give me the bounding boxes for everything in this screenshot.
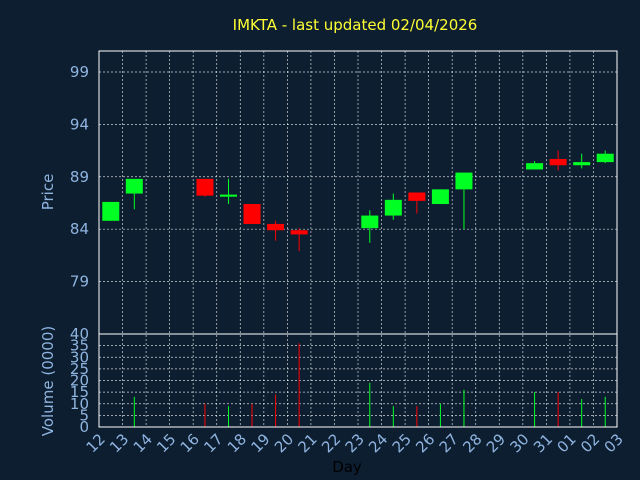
x-tick-label: 20	[271, 430, 297, 456]
candle-body	[596, 153, 614, 163]
price-tick-label: 94	[70, 115, 89, 133]
chart-title: IMKTA - last updated 02/04/2026	[233, 16, 478, 34]
volume-tick-label: 35	[70, 337, 89, 355]
volume-tick-label: 0	[79, 418, 89, 436]
x-tick-label: 03	[601, 430, 627, 456]
x-tick-label: 13	[106, 430, 132, 456]
x-tick-label: 14	[130, 430, 156, 456]
candle-body	[290, 230, 308, 235]
volume-tick-label: 15	[70, 383, 89, 401]
x-tick-label: 30	[506, 430, 532, 456]
x-tick-label: 19	[247, 430, 273, 456]
candle-body	[196, 178, 214, 196]
price-axis-label: Price	[39, 174, 57, 211]
volume-tick-label: 30	[70, 348, 89, 366]
x-tick-label: 29	[483, 430, 509, 456]
x-tick-label: 18	[224, 430, 250, 456]
x-tick-label: 17	[200, 430, 226, 456]
plot-frame	[98, 50, 618, 428]
volume-axis-label: Volume (0000)	[39, 326, 57, 436]
candle-body	[408, 192, 426, 201]
x-tick-label: 25	[389, 430, 415, 456]
x-tick-label: 02	[577, 430, 603, 456]
candle-body	[267, 223, 285, 231]
x-tick-label: 23	[342, 430, 368, 456]
candle-body	[431, 189, 449, 205]
candle-body	[455, 172, 473, 190]
candle-body	[125, 178, 143, 194]
candle-body	[549, 158, 567, 166]
x-tick-label: 01	[554, 430, 580, 456]
price-tick-label: 89	[70, 168, 89, 186]
x-tick-label: 27	[436, 430, 462, 456]
volume-tick-label: 20	[70, 372, 89, 390]
x-axis-label: Day	[332, 458, 362, 476]
price-tick-label: 79	[70, 273, 89, 291]
x-tick-label: 24	[365, 430, 391, 456]
x-tick-label: 22	[318, 430, 344, 456]
volume-tick-label: 10	[70, 395, 89, 413]
volume-tick-label: 25	[70, 360, 89, 378]
price-tick-label: 84	[70, 220, 89, 238]
candle-body	[243, 204, 261, 224]
price-tick-label: 99	[70, 63, 89, 81]
candle-body	[384, 199, 402, 216]
candle-body	[361, 215, 379, 229]
volume-tick-label: 5	[79, 406, 89, 424]
x-tick-label: 15	[153, 430, 179, 456]
x-tick-label: 31	[530, 430, 556, 456]
candle-body	[102, 201, 120, 221]
candle-body	[526, 163, 544, 170]
x-tick-label: 26	[412, 430, 438, 456]
x-tick-label: 21	[295, 430, 321, 456]
volume-tick-label: 40	[70, 325, 89, 343]
x-tick-label: 16	[177, 430, 203, 456]
candle-body	[220, 194, 237, 197]
x-tick-label: 28	[459, 430, 485, 456]
candle-body	[573, 162, 591, 166]
